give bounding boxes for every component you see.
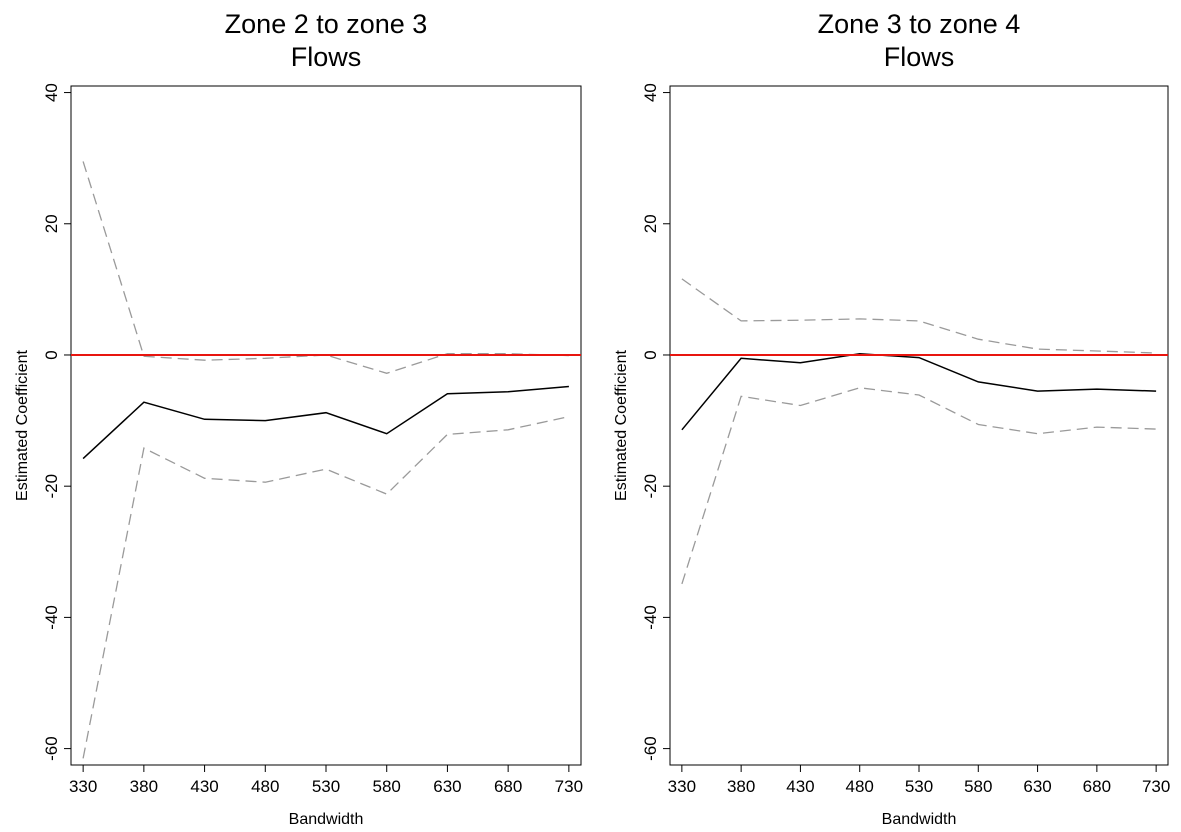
x-tick-label: 580 bbox=[373, 777, 401, 796]
x-tick-label: 730 bbox=[555, 777, 583, 796]
y-tick-label: 0 bbox=[641, 350, 660, 359]
chart-title-line: Zone 2 to zone 3 bbox=[225, 9, 428, 39]
plot-frame bbox=[70, 85, 582, 766]
y-tick-label: 0 bbox=[42, 350, 61, 359]
x-axis-label: Bandwidth bbox=[882, 811, 957, 828]
x-tick-label: 680 bbox=[494, 777, 522, 796]
series-lower-line bbox=[681, 387, 1157, 585]
x-tick-label: 730 bbox=[1142, 777, 1170, 796]
x-tick-label: 680 bbox=[1083, 777, 1111, 796]
x-tick-label: 530 bbox=[312, 777, 340, 796]
series-lower-line bbox=[82, 415, 570, 759]
y-tick-label: 40 bbox=[42, 83, 61, 102]
series-estimate-line bbox=[681, 352, 1157, 431]
y-tick-label: -60 bbox=[641, 736, 660, 761]
y-tick-label: 40 bbox=[641, 83, 660, 102]
x-axis-label: Bandwidth bbox=[289, 811, 364, 828]
y-tick-label: 20 bbox=[42, 214, 61, 233]
x-tick-label: 380 bbox=[130, 777, 158, 796]
x-tick-label: 530 bbox=[905, 777, 933, 796]
y-tick-label: 20 bbox=[641, 214, 660, 233]
x-tick-label: 630 bbox=[1023, 777, 1051, 796]
chart-title-line: Zone 3 to zone 4 bbox=[818, 9, 1021, 39]
series-upper-line bbox=[82, 161, 569, 374]
x-tick-label: 480 bbox=[846, 777, 874, 796]
chart-title-line: Flows bbox=[291, 42, 362, 72]
plot-frame bbox=[669, 85, 1169, 766]
x-tick-label: 380 bbox=[727, 777, 755, 796]
y-tick-label: -20 bbox=[641, 474, 660, 499]
y-axis-label: Estimated Coefficient bbox=[613, 350, 630, 501]
x-tick-label: 630 bbox=[433, 777, 461, 796]
x-tick-label: 330 bbox=[69, 777, 97, 796]
x-tick-label: 480 bbox=[251, 777, 279, 796]
y-tick-label: -40 bbox=[42, 605, 61, 630]
x-tick-label: 430 bbox=[190, 777, 218, 796]
x-tick-label: 330 bbox=[668, 777, 696, 796]
series-upper-line bbox=[681, 278, 1157, 354]
y-tick-label: -60 bbox=[42, 736, 61, 761]
y-tick-label: -20 bbox=[42, 474, 61, 499]
y-axis-label: Estimated Coefficient bbox=[14, 350, 31, 501]
series-estimate-line bbox=[82, 385, 569, 460]
x-tick-label: 580 bbox=[964, 777, 992, 796]
x-tick-label: 430 bbox=[786, 777, 814, 796]
chart-title-line: Flows bbox=[884, 42, 955, 72]
y-tick-label: -40 bbox=[641, 605, 660, 630]
